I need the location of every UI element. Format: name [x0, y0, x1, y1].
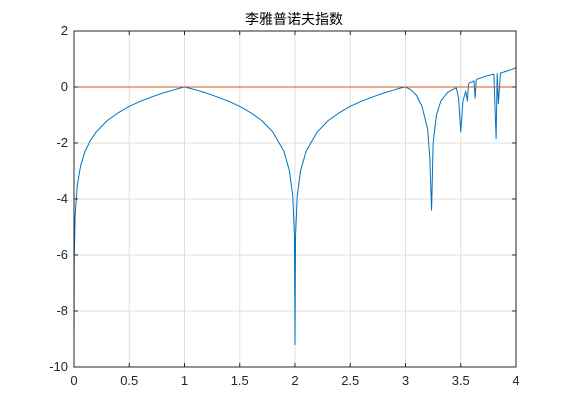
x-axis-ticks: 0 0.5 1 1.5 2 2.5 3 3.5 4: [70, 373, 519, 388]
series-layer: [73, 67, 517, 346]
axes: [73, 30, 517, 368]
x-tick-label: 0: [70, 373, 77, 388]
axes-box: [73, 30, 517, 368]
y-tick-label: -4: [56, 191, 68, 206]
y-tick-label: 2: [61, 23, 68, 38]
x-tick-label: 4: [512, 373, 519, 388]
y-tick-label: -10: [49, 359, 68, 374]
y-tick-label: 0: [61, 79, 68, 94]
x-tick-label: 3: [402, 373, 409, 388]
y-tick-label: -6: [56, 247, 68, 262]
lyapunov-exponent-line: [73, 67, 517, 346]
x-tick-label: 2.5: [341, 373, 359, 388]
chart-title: 李雅普诺夫指数: [245, 12, 343, 28]
y-tick-label: -8: [56, 303, 68, 318]
x-tick-label: 1.5: [231, 373, 249, 388]
y-axis-ticks: 2 0 -2 -4 -6 -8 -10: [49, 23, 68, 374]
x-tick-label: 2: [291, 373, 298, 388]
x-tick-label: 3.5: [452, 373, 470, 388]
y-tick-label: -2: [56, 135, 68, 150]
x-tick-label: 1: [181, 373, 188, 388]
x-tick-label: 0.5: [120, 373, 138, 388]
